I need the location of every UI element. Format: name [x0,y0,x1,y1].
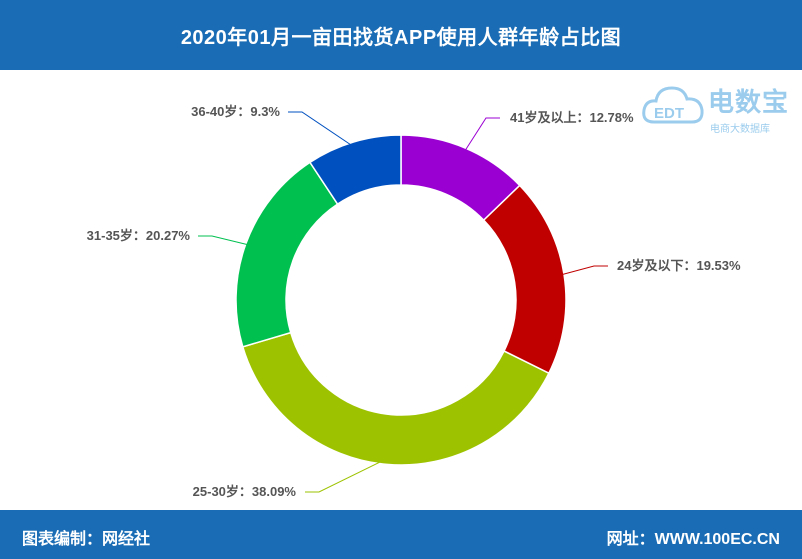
footer-credit: 图表编制：网经社 [22,531,151,548]
slice-label: 41岁及以上：12.78% [510,110,634,125]
leader-line [557,265,608,277]
slice-label: 31-35岁：20.27% [87,228,191,243]
watermark: EDT 电数宝 电商大数据库 [640,76,800,136]
donut-slice [235,161,339,348]
watermark-logo-text: EDT [654,105,684,122]
donut-slice [241,331,550,466]
donut-slice [308,134,402,206]
slice-label: 24岁及以下：19.53% [617,258,741,273]
leader-line [305,457,388,493]
chart-title: 2020年01月一亩田找货APP使用人群年龄占比图 [180,26,622,49]
watermark-name: 电数宝 [708,87,790,117]
donut-slice [482,184,567,375]
slice-label: 25-30岁：38.09% [193,484,297,499]
footer-site-link[interactable]: 网址：WWW.100EC.CN [606,531,780,548]
watermark-sub: 电商大数据库 [710,124,770,135]
leader-line [198,235,252,247]
donut-chart: 41岁及以上：12.78% 24岁及以下：19.53% 25-30岁：38.09% 3… [87,104,741,499]
leader-line [462,117,500,154]
leader-line [288,111,356,149]
cloud-logo-icon: EDT [642,86,704,124]
header-bar: 2020年01月一亩田找货APP使用人群年龄占比图 [0,0,802,70]
footer-bar: 图表编制：网经社 网址：WWW.100EC.CN [0,510,802,559]
chart-area: 41岁及以上：12.78% 24岁及以下：19.53% 25-30岁：38.09% 3… [0,70,802,510]
slice-label: 36-40岁：9.3% [191,104,280,119]
